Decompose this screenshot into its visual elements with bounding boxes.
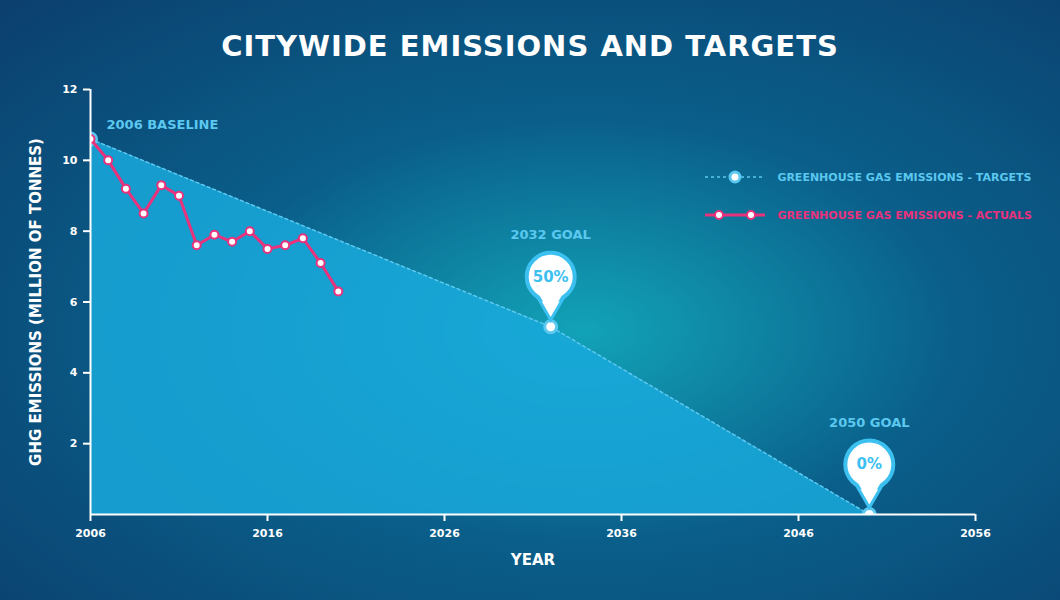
html-text:GREENHOUSE GAS EMISSIONS - ACT: GREENHOUSE GAS EMISSIONS - ACTUALS — [777, 208, 1032, 222]
svg-text:10: 10 — [62, 154, 78, 167]
svg-text:YEAR: YEAR — [510, 551, 556, 569]
svg-text:2026: 2026 — [429, 527, 460, 540]
svg-text:2032 GOAL: 2032 GOAL — [510, 227, 590, 242]
svg-text:2056: 2056 — [960, 527, 991, 540]
svg-text:2036: 2036 — [606, 527, 637, 540]
svg-text:2006: 2006 — [75, 527, 106, 540]
svg-text:4: 4 — [70, 366, 78, 379]
svg-text:2016: 2016 — [252, 527, 283, 540]
svg-text:2006 BASELINE: 2006 BASELINE — [107, 117, 219, 132]
svg-text:GHG EMISSIONS (MILLION OF TONN: GHG EMISSIONS (MILLION OF TONNES) — [27, 138, 45, 466]
svg-text:8: 8 — [70, 225, 78, 238]
html-text:CITYWIDE EMISSIONS AND TARGETS: CITYWIDE EMISSIONS AND TARGETS — [221, 29, 839, 63]
svg-text:2046: 2046 — [783, 527, 814, 540]
svg-text:12: 12 — [62, 83, 77, 96]
svg-text:0%: 0% — [857, 455, 882, 473]
svg-text:2050 GOAL: 2050 GOAL — [829, 415, 909, 430]
svg-text:6: 6 — [70, 296, 78, 309]
svg-text:50%: 50% — [533, 268, 569, 286]
svg-text:2: 2 — [70, 437, 78, 450]
html-text:GREENHOUSE GAS EMISSIONS - TAR: GREENHOUSE GAS EMISSIONS - TARGETS — [777, 170, 1032, 184]
